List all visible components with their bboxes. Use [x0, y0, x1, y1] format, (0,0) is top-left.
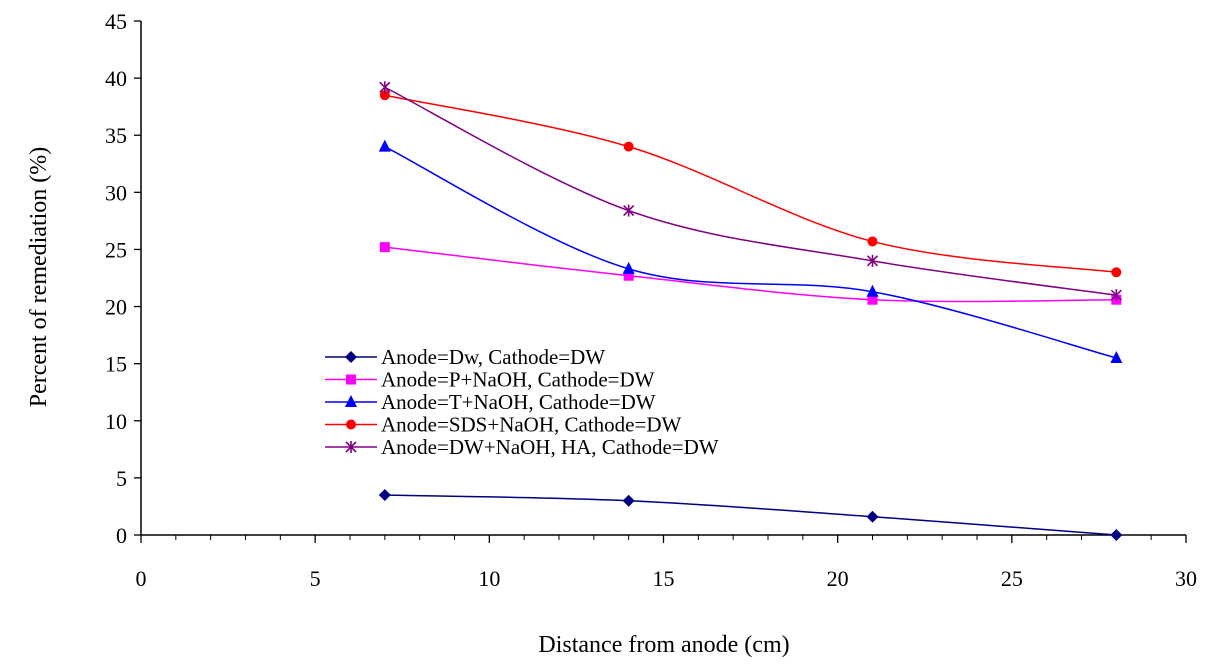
x-tick-label: 5: [310, 566, 321, 591]
y-tick-label: 45: [105, 9, 127, 34]
legend-item: Anode=Dw, Cathode=DW: [325, 345, 605, 369]
legend-label: Anode=Dw, Cathode=DW: [381, 345, 605, 369]
series-4: [379, 90, 1122, 278]
series-line: [384, 494, 1117, 536]
y-tick-label: 35: [105, 123, 127, 148]
series-line: [384, 94, 1117, 274]
data-point: [867, 294, 878, 305]
y-tick-label: 40: [105, 66, 127, 91]
series-2: [379, 242, 1122, 305]
data-point: [622, 494, 635, 507]
data-point: [1110, 289, 1122, 302]
x-tick-label: 20: [827, 566, 849, 591]
series-line: [384, 145, 1117, 359]
series-line: [384, 86, 1117, 296]
series-group: [378, 81, 1123, 541]
y-tick-label: 15: [105, 352, 127, 377]
data-point: [866, 510, 879, 523]
y-tick-label: 0: [116, 523, 127, 548]
data-point: [379, 81, 391, 94]
axes: 0 5 10 15 20 25 30 35 40 45 0 5 10 15 20 25 30: [105, 9, 1197, 591]
data-point: [1110, 529, 1123, 541]
data-point: [1111, 267, 1122, 278]
x-tick-label: 0: [136, 566, 147, 591]
legend-label: Anode=SDS+NaOH, Cathode=DW: [381, 413, 682, 437]
data-point: [867, 236, 878, 247]
legend-item: Anode=T+NaOH, Cathode=DW: [325, 390, 656, 414]
x-tick-label: 30: [1175, 566, 1197, 591]
legend-marker: [345, 441, 357, 453]
data-point: [379, 242, 390, 253]
y-tick-label: 5: [116, 466, 127, 491]
legend-label: Anode=T+NaOH, Cathode=DW: [381, 390, 656, 414]
data-point: [623, 204, 635, 217]
y-axis-title: Percent of remediation (%): [26, 147, 52, 408]
data-point: [378, 139, 391, 152]
data-point: [623, 270, 634, 281]
x-axis-title: Distance from anode (cm): [538, 632, 789, 658]
legend-item: Anode=DW+NaOH, HA, Cathode=DW: [325, 435, 719, 459]
legend-marker: [345, 395, 357, 407]
legend-marker: [345, 351, 357, 363]
legend-label: Anode=DW+NaOH, HA, Cathode=DW: [381, 435, 719, 459]
data-point: [378, 489, 391, 502]
data-point: [623, 141, 634, 152]
legend-marker: [346, 419, 356, 430]
data-point: [866, 254, 879, 267]
series-line: [384, 246, 1117, 303]
y-tick-label: 30: [105, 180, 127, 205]
legend-item: Anode=P+NaOH, Cathode=DW: [325, 368, 655, 392]
y-tick-label: 25: [105, 237, 127, 262]
series-5: [379, 81, 1122, 302]
series-1: [378, 489, 1123, 541]
legend-label: Anode=P+NaOH, Cathode=DW: [381, 368, 655, 392]
y-tick-label: 10: [105, 409, 127, 434]
data-point: [379, 90, 390, 101]
data-point: [1110, 350, 1123, 363]
data-point: [866, 284, 879, 297]
legend-marker: [346, 374, 356, 385]
x-tick-label: 10: [478, 566, 500, 591]
x-tick-label: 15: [653, 566, 675, 591]
y-tick-label: 20: [105, 295, 127, 320]
legend-item: Anode=SDS+NaOH, Cathode=DW: [325, 413, 682, 437]
data-point: [622, 261, 635, 274]
x-tick-label: 25: [1001, 566, 1023, 591]
series-3: [378, 139, 1123, 363]
